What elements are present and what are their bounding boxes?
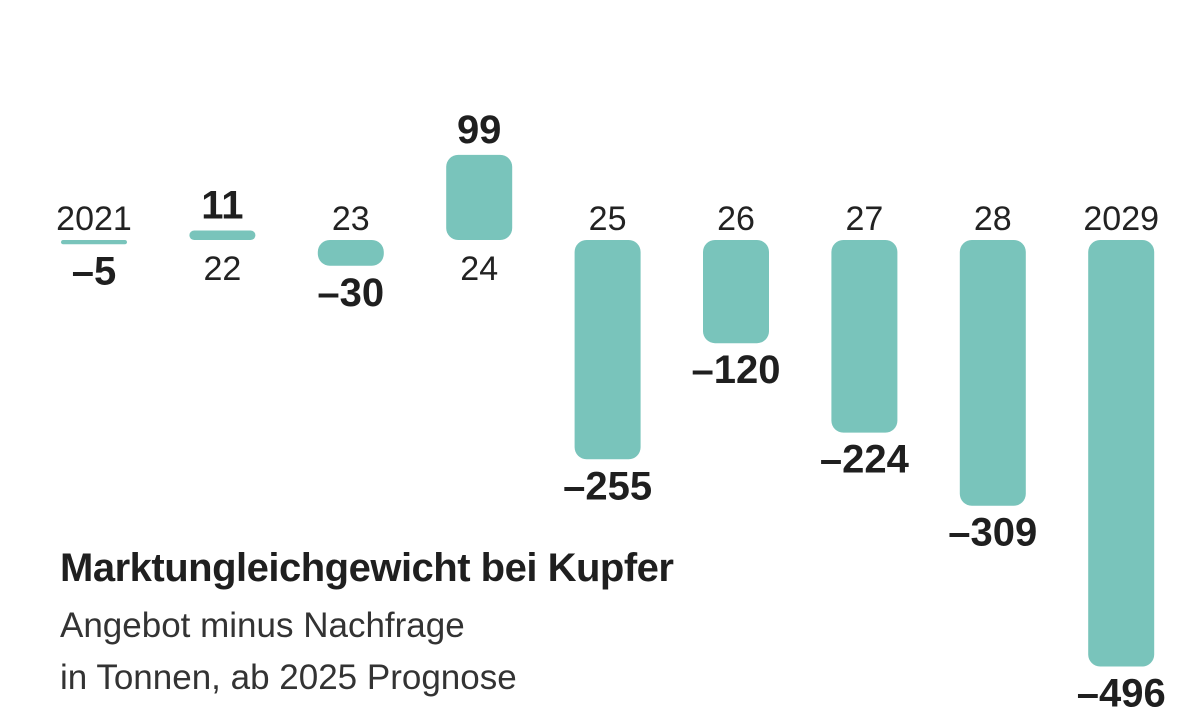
chart-subtitle-line-1: Angebot minus Nachfrage bbox=[60, 606, 465, 645]
bar bbox=[189, 230, 256, 240]
data-label: –5 bbox=[72, 249, 117, 293]
category-label: 27 bbox=[845, 200, 883, 238]
bar bbox=[1088, 240, 1155, 667]
data-label: –255 bbox=[563, 464, 652, 508]
category-label: 23 bbox=[332, 200, 370, 238]
data-label: –496 bbox=[1077, 672, 1166, 716]
data-label: –30 bbox=[317, 271, 384, 315]
category-label: 28 bbox=[974, 200, 1012, 238]
bar bbox=[703, 240, 769, 344]
category-label: 24 bbox=[460, 250, 498, 288]
data-label: 99 bbox=[457, 108, 502, 152]
bar bbox=[446, 154, 513, 240]
data-label: –120 bbox=[692, 348, 781, 392]
category-label: 26 bbox=[717, 200, 755, 238]
category-label: 2021 bbox=[56, 200, 132, 238]
bar bbox=[317, 240, 384, 266]
bar bbox=[574, 240, 641, 460]
bar bbox=[61, 240, 127, 245]
data-label: –309 bbox=[948, 511, 1037, 555]
bar bbox=[959, 240, 1026, 506]
category-label: 22 bbox=[203, 250, 241, 288]
bar bbox=[831, 240, 898, 433]
chart-subtitle-line-2: in Tonnen, ab 2025 Prognose bbox=[60, 658, 517, 697]
category-label: 25 bbox=[589, 200, 627, 238]
chart-title: Marktungleichgewicht bei Kupfer bbox=[60, 546, 674, 590]
data-label: 11 bbox=[201, 184, 243, 228]
data-label: –224 bbox=[820, 438, 910, 482]
category-label: 2029 bbox=[1083, 200, 1159, 238]
